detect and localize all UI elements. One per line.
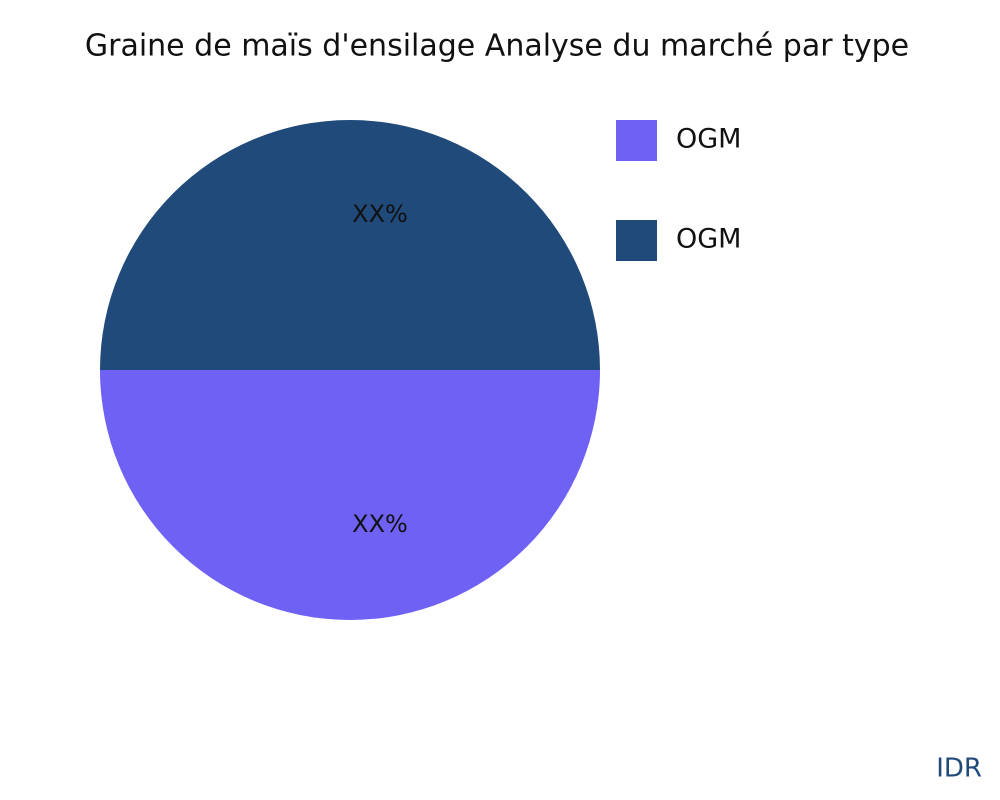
legend-label: OGM bbox=[676, 124, 741, 155]
legend-swatch bbox=[616, 120, 657, 161]
pie-slice bbox=[100, 120, 600, 370]
slice-label: XX% bbox=[352, 510, 408, 538]
legend-swatch bbox=[616, 220, 657, 261]
pie-slice bbox=[100, 370, 600, 620]
chart-title: Graine de maïs d'ensilage Analyse du mar… bbox=[85, 29, 909, 64]
slice-label: XX% bbox=[352, 200, 408, 228]
source-label: IDR bbox=[936, 754, 982, 784]
legend-label: OGM bbox=[676, 224, 741, 255]
